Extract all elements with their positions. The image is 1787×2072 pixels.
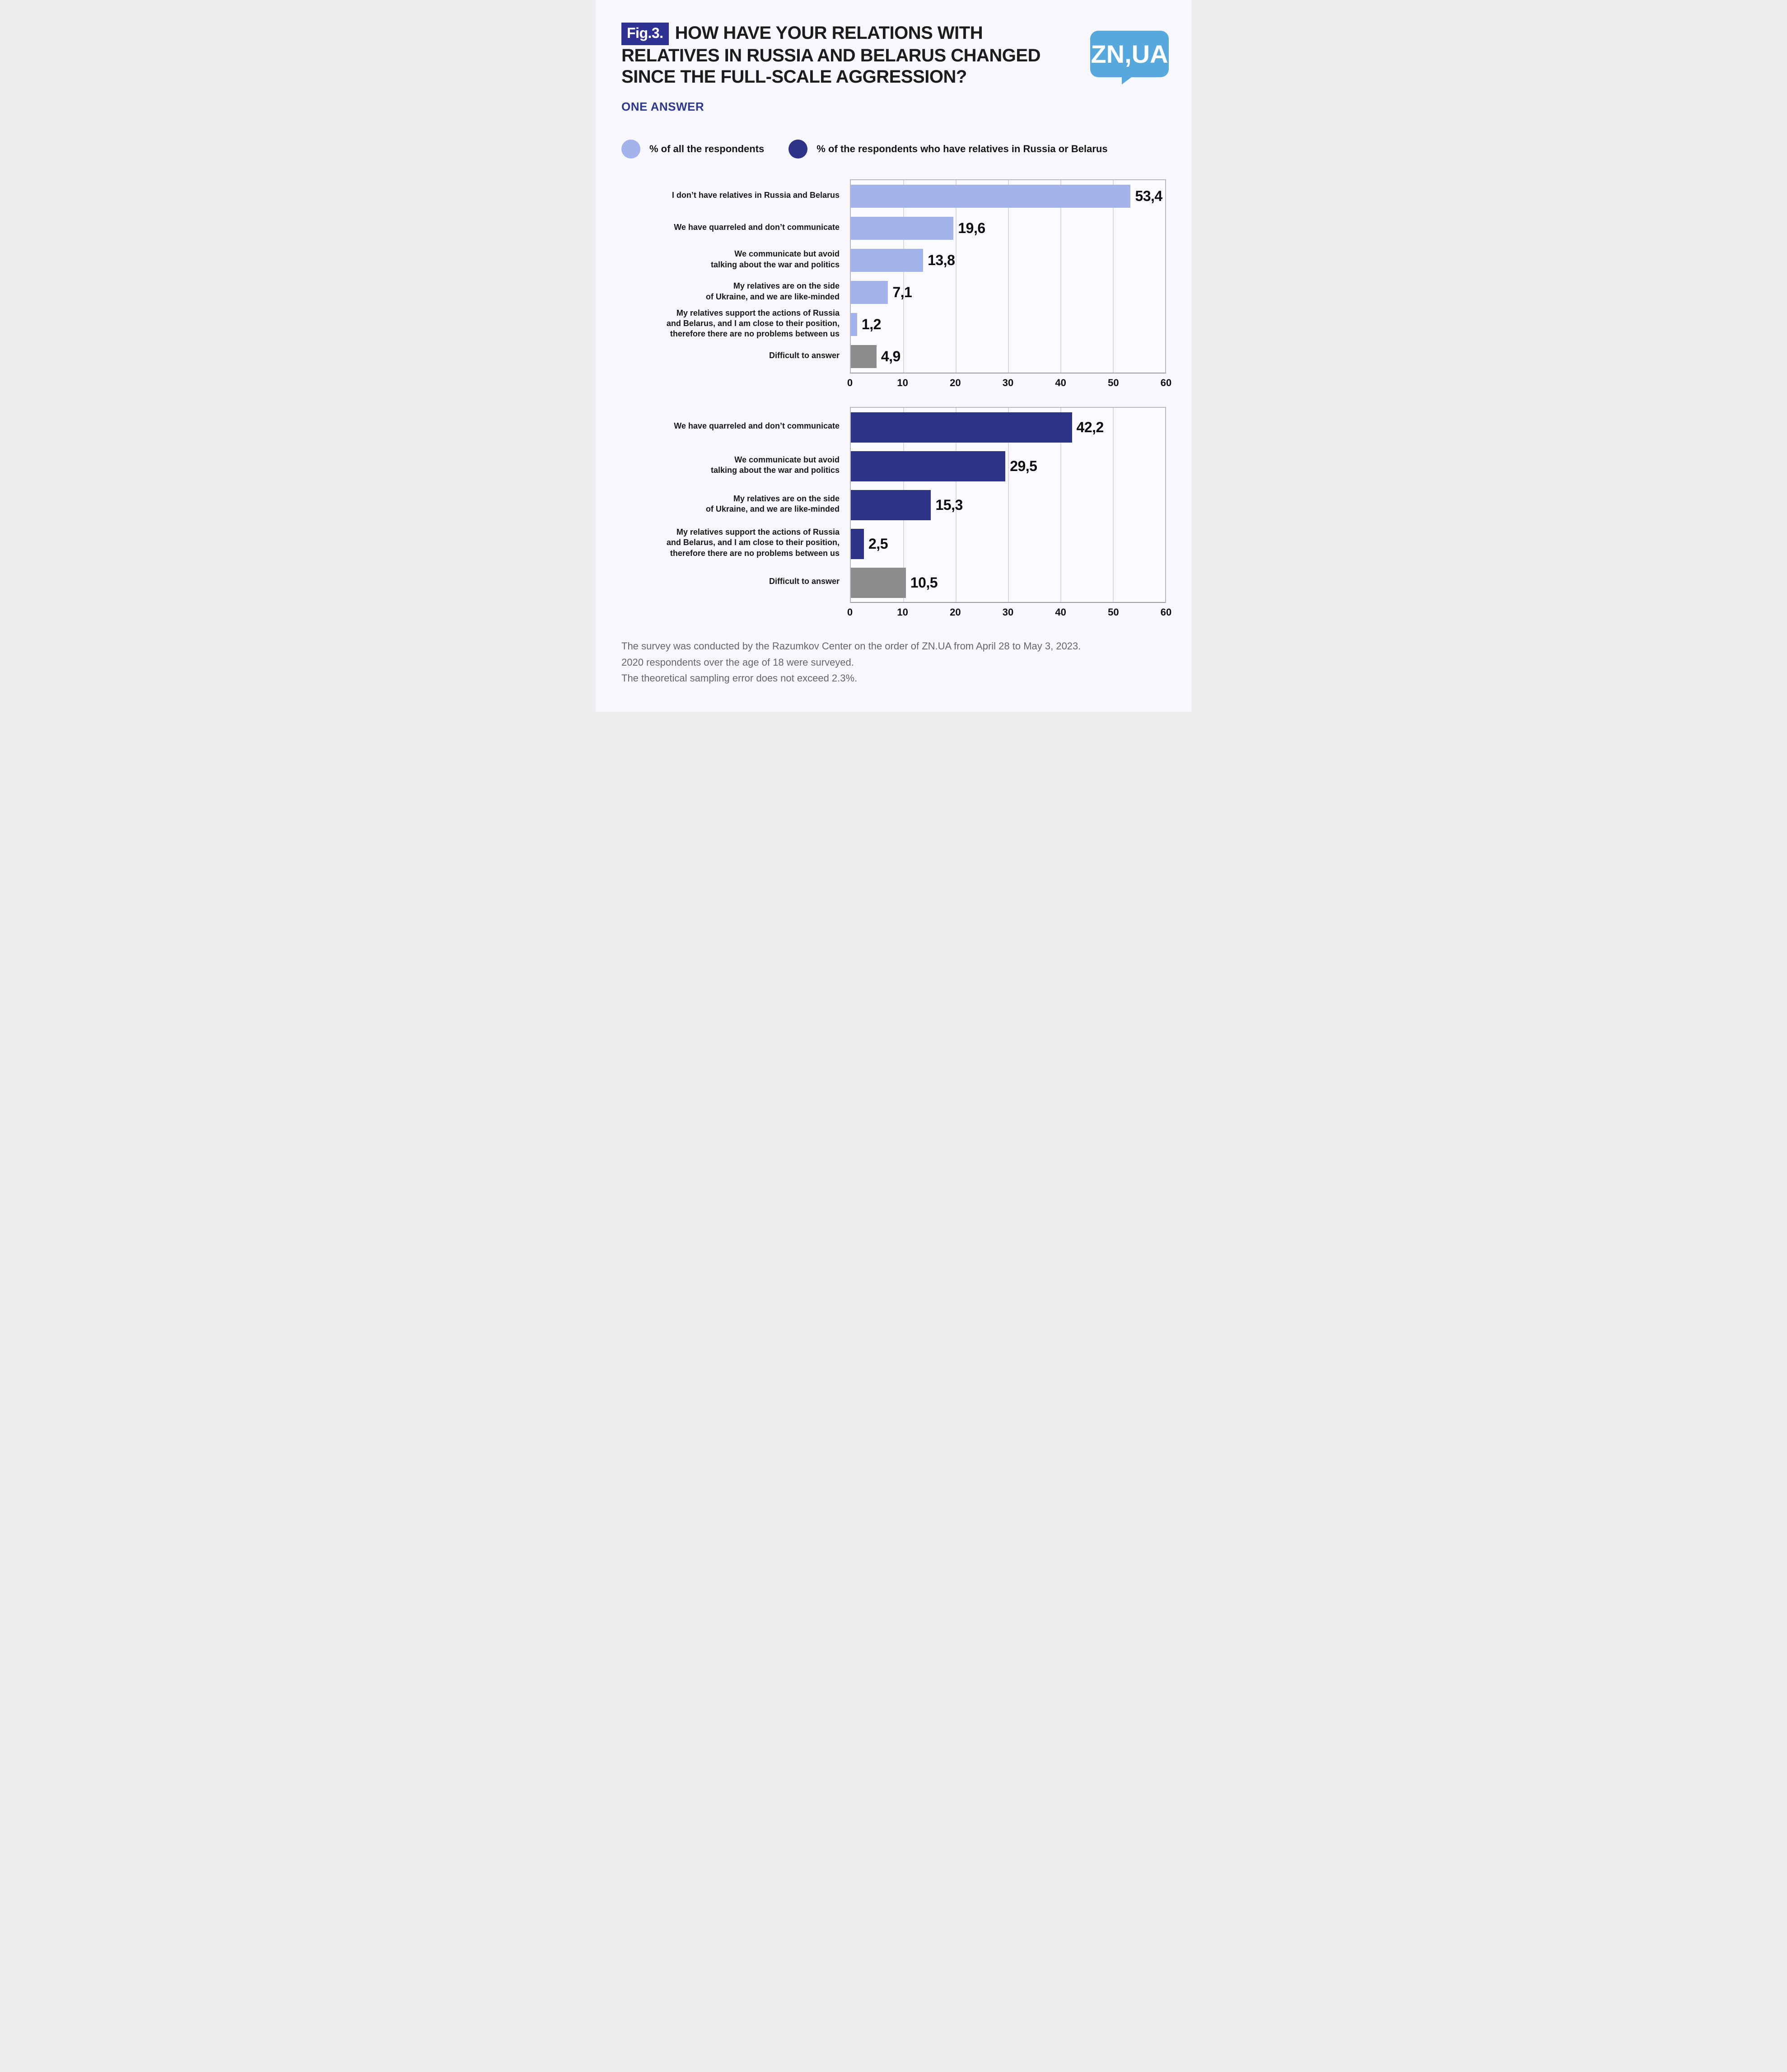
legend-dot-dark-blue-icon <box>789 140 808 159</box>
legend-label: % of the respondents who have relatives … <box>817 143 1108 155</box>
x-tick-label: 40 <box>1055 377 1066 389</box>
x-tick-label: 50 <box>1108 377 1119 389</box>
page-title: Fig.3. HOW HAVE YOUR RELATIONS WITH RELATI… <box>621 23 1078 88</box>
subtitle: ONE ANSWER <box>621 100 705 114</box>
bar <box>851 185 1131 208</box>
bar-row: 10,5 <box>851 563 1165 602</box>
charts-section: I don’t have relatives in Russia and Bel… <box>596 179 1191 621</box>
bar <box>851 451 1006 481</box>
bar-row: 42,2 <box>851 408 1165 447</box>
chart-x-axis: 0 10 20 30 40 50 60 <box>847 377 1171 392</box>
x-tick-label: 30 <box>1002 607 1014 618</box>
chart-relatives-respondents: We have quarreled and don’t communicate W… <box>596 407 1191 621</box>
bar-row: 13,8 <box>851 244 1165 276</box>
chart-row-labels: I don’t have relatives in Russia and Bel… <box>621 179 850 392</box>
bar-value: 19,6 <box>958 220 985 237</box>
x-tick-label: 10 <box>897 377 908 389</box>
chart-row-labels: We have quarreled and don’t communicate W… <box>621 407 850 621</box>
row-label: My relatives support the actions of Russ… <box>666 308 840 339</box>
bar-value: 13,8 <box>928 252 955 269</box>
legend-label: % of all the respondents <box>649 143 765 155</box>
bar <box>851 490 931 520</box>
row-label: Difficult to answer <box>769 577 840 586</box>
header: Fig.3. HOW HAVE YOUR RELATIONS WITH RELATI… <box>596 0 1191 88</box>
row-label: Difficult to answer <box>769 350 840 360</box>
row-label: We communicate but avoid talking about th… <box>710 455 840 475</box>
footnote-line: The theoretical sampling error does not … <box>621 672 858 684</box>
bar <box>851 313 857 336</box>
bar <box>851 249 924 272</box>
bar <box>851 528 864 559</box>
bar-row: 19,6 <box>851 212 1165 244</box>
chart-all-respondents: I don’t have relatives in Russia and Bel… <box>596 179 1191 392</box>
x-tick-label: 0 <box>847 607 853 618</box>
chart-plot: 53,4 19,6 13,8 7,1 1,2 4,9 <box>850 179 1166 374</box>
bar-value: 15,3 <box>935 496 963 513</box>
x-tick-label: 10 <box>897 607 908 618</box>
bar-row: 53,4 <box>851 180 1165 212</box>
x-tick-label: 20 <box>950 607 961 618</box>
bar <box>851 412 1072 443</box>
bar-row: 4,9 <box>851 341 1165 373</box>
legend: % of all the respondents % of the respon… <box>621 140 1166 159</box>
x-tick-label: 20 <box>950 377 961 389</box>
row-label: We communicate but avoid talking about th… <box>710 249 840 269</box>
x-tick-label: 60 <box>1160 607 1172 618</box>
legend-item-relatives-respondents: % of the respondents who have relatives … <box>789 140 1108 159</box>
chart-plot: 42,2 29,5 15,3 2,5 10,5 <box>850 407 1166 603</box>
gridline <box>903 180 904 373</box>
x-tick-label: 30 <box>1002 377 1014 389</box>
infographic-page: { "page": { "fig_label": "Fig.3.", "titl… <box>596 0 1191 712</box>
bar-value: 29,5 <box>1010 457 1037 474</box>
title-line-3: SINCE THE FULL-SCALE AGGRESSION? <box>621 66 967 87</box>
row-label: My relatives are on the side of Ukraine, … <box>705 281 840 301</box>
footnote-line: The survey was conducted by the Razumkov… <box>621 640 1081 652</box>
chart-plot-wrap: 53,4 19,6 13,8 7,1 1,2 4,9 0 10 20 30 40 50 60 <box>847 179 1171 392</box>
znua-logo: ZN,UA <box>1090 31 1169 84</box>
bar-value: 2,5 <box>868 535 888 552</box>
legend-item-all-respondents: % of all the respondents <box>621 140 764 159</box>
znua-logo-text: ZN,UA <box>1091 40 1168 68</box>
bar-value: 42,2 <box>1076 419 1104 435</box>
bar <box>851 567 906 598</box>
chart-plot-wrap: 42,2 29,5 15,3 2,5 10,5 0 10 20 30 40 50 60 <box>847 407 1171 621</box>
gridline <box>1008 408 1009 602</box>
bar-row: 2,5 <box>851 524 1165 563</box>
bar-row: 7,1 <box>851 276 1165 308</box>
speech-bubble-tail-icon <box>1121 76 1133 84</box>
survey-footnote: The survey was conducted by the Razumkov… <box>621 638 1166 686</box>
title-line-1: HOW HAVE YOUR RELATIONS WITH <box>675 23 983 43</box>
bar-value: 1,2 <box>861 316 881 333</box>
gridline <box>1060 180 1061 373</box>
bar-row: 1,2 <box>851 308 1165 341</box>
bar-row: 29,5 <box>851 447 1165 485</box>
row-label: My relatives are on the side of Ukraine, … <box>705 494 840 514</box>
row-label: My relatives support the actions of Russ… <box>666 527 840 558</box>
x-tick-label: 60 <box>1160 377 1172 389</box>
chart-x-axis: 0 10 20 30 40 50 60 <box>847 607 1171 621</box>
bar <box>851 345 877 369</box>
bar-value: 53,4 <box>1135 188 1162 205</box>
x-tick-label: 40 <box>1055 607 1066 618</box>
bar-value: 7,1 <box>892 284 912 301</box>
bar-value: 10,5 <box>910 574 938 591</box>
x-tick-label: 0 <box>847 377 853 389</box>
title-line-2: RELATIVES IN RUSSIA AND BELARUS CHANGED <box>621 45 1040 65</box>
figure-badge: Fig.3. <box>621 23 669 45</box>
footnote-line: 2020 respondents over the age of 18 were… <box>621 656 854 668</box>
bar <box>851 217 954 240</box>
row-label: I don’t have relatives in Russia and Bel… <box>672 190 840 200</box>
row-label: We have quarreled and don’t communicate <box>674 421 840 431</box>
x-tick-label: 50 <box>1108 607 1119 618</box>
bar-value: 4,9 <box>881 348 900 365</box>
bar <box>851 281 888 304</box>
row-label: We have quarreled and don’t communicate <box>674 222 840 232</box>
bar-row: 15,3 <box>851 485 1165 524</box>
legend-dot-light-blue-icon <box>621 140 640 159</box>
gridline <box>1060 408 1061 602</box>
gridline <box>1113 408 1114 602</box>
gridline <box>1113 180 1114 373</box>
gridline <box>1008 180 1009 373</box>
